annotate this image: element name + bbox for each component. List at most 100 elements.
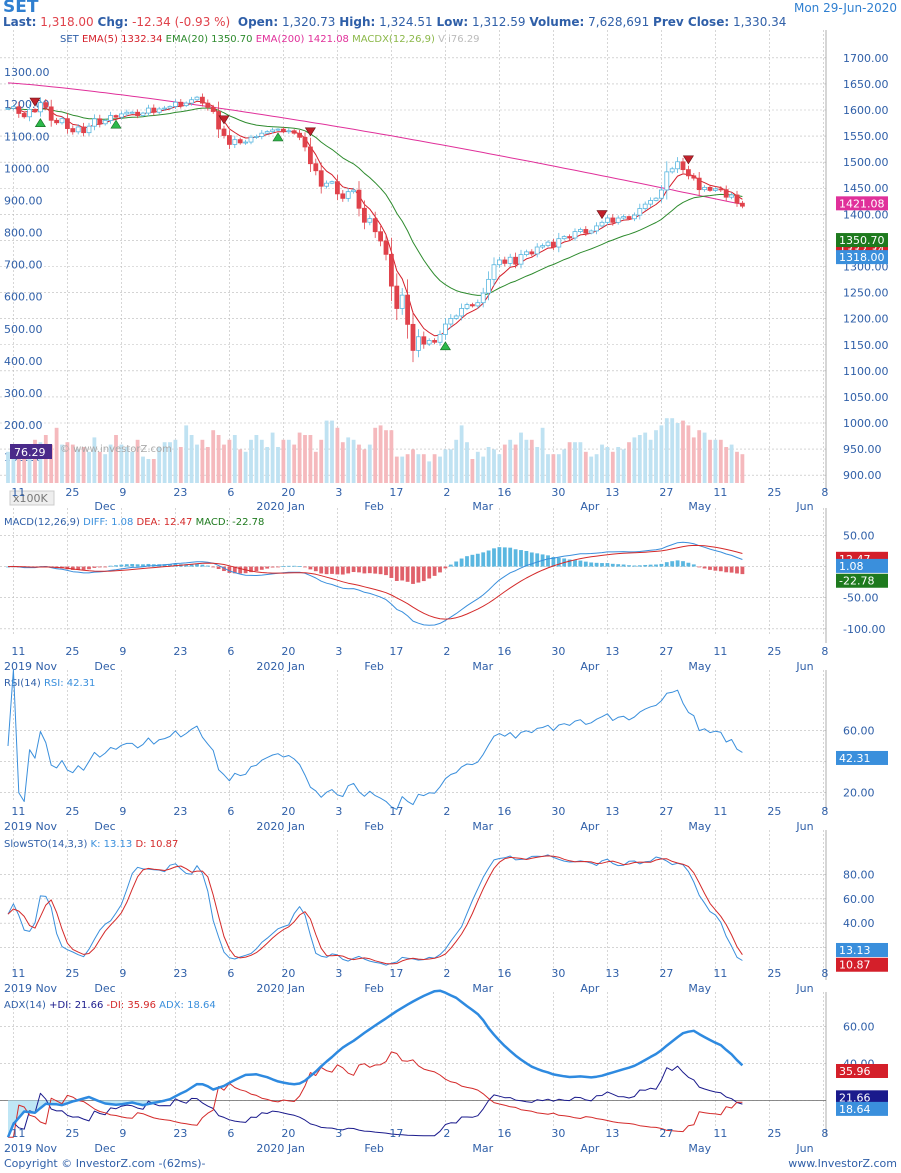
price-badge-0-text: 1421.08 [839, 197, 885, 210]
stoch-month-label: Dec [94, 982, 115, 995]
macd-histogram-bar [405, 566, 410, 582]
adx-legend-label-1: +DI: [49, 1000, 75, 1011]
candle-body [129, 111, 135, 114]
candle-body [621, 216, 626, 219]
macd-histogram-bar [276, 566, 280, 568]
candle-body [97, 118, 103, 125]
ema20-line [7, 107, 743, 296]
volume-bar [654, 430, 658, 483]
macd-histogram-bar [281, 566, 286, 568]
volume-bar [38, 442, 43, 483]
volume-bar [643, 432, 648, 483]
candle-body [518, 254, 524, 265]
low-label: Low: [436, 15, 469, 29]
candle-body [729, 194, 734, 198]
candle-body [464, 304, 470, 309]
candle-body [81, 126, 86, 134]
stoch-badge-1-bg [836, 957, 888, 972]
price-grid [0, 30, 827, 491]
price-legend-value-1: 1332.34 [121, 34, 162, 45]
volume-bar [265, 447, 270, 483]
macd-histogram-bar [567, 559, 572, 567]
volume-bar [335, 427, 340, 483]
macd-histogram-bar [200, 564, 205, 567]
stoch-legend-label-1: K: [91, 839, 104, 850]
volume-bar [551, 454, 556, 483]
price-day-label: 2 [443, 486, 450, 499]
macd-day-label: 8 [821, 645, 828, 658]
macd-histogram-bar [459, 558, 464, 567]
adx-day-label: 11 [11, 1127, 25, 1140]
candle-body [507, 256, 513, 264]
stoch-day-label: 30 [551, 967, 565, 980]
macd-histogram-bar [108, 565, 113, 567]
price-ytick-label: 1700.00 [843, 52, 889, 65]
stoch-legend-value-2: 10.87 [150, 839, 179, 850]
adx-day-label: 13 [605, 1127, 619, 1140]
candle-body [432, 340, 438, 343]
price-ytick-label: 1000.00 [843, 417, 889, 430]
volume-bar [16, 444, 21, 483]
candle-body [54, 119, 59, 124]
adx-line [6, 989, 744, 1138]
price-day-label: 8 [821, 486, 828, 499]
adx-badge-2-bg [836, 1101, 888, 1116]
candle-body [675, 161, 680, 170]
volume-bar [708, 439, 712, 483]
volume-bar [367, 444, 372, 483]
macd-histogram-bar [691, 564, 696, 567]
stoch-day-label: 11 [11, 967, 25, 980]
candle-body [583, 229, 589, 234]
volume-bar [270, 432, 275, 483]
candle-body [534, 246, 540, 255]
candle-body [199, 96, 205, 104]
macd-histogram-bar [146, 563, 151, 567]
candle-body [415, 336, 421, 351]
candle-body [151, 107, 157, 113]
price-day-label: 27 [659, 486, 673, 499]
macd-histogram-bar [616, 564, 621, 567]
macd-histogram-bar [216, 566, 221, 570]
price-day-label: 13 [605, 486, 619, 499]
adx-day-label: 9 [119, 1127, 126, 1140]
buy-signal-arrow [34, 118, 46, 127]
price-day-label: 20 [281, 486, 295, 499]
adx-month-label: Feb [364, 1142, 383, 1155]
volume-bar [211, 430, 216, 483]
volume-bar [351, 439, 356, 483]
macd-badge-2-text: -22.78 [839, 575, 874, 588]
adx-month-label: Mar [472, 1142, 493, 1155]
macd-histogram-bar [400, 566, 405, 581]
macd-histogram-bar [427, 566, 432, 579]
macd-day-label: 6 [227, 645, 234, 658]
macd-badge-1: 1.08 [836, 558, 888, 573]
adx-legend-value-2: 35.96 [127, 1000, 156, 1011]
macd-legend-text: MACD(12,26,9) DIFF: 1.08 DEA: 12.47 MACD… [4, 517, 264, 528]
adx-day-label: 25 [65, 1127, 79, 1140]
candle-body [291, 130, 297, 134]
volume-bar [27, 451, 32, 483]
macd-histogram-bar [270, 566, 275, 568]
candle-body [65, 118, 70, 129]
adx-legend-text: ADX(14) +DI: 21.66 -DI: 35.96 ADX: 18.64 [4, 1000, 216, 1011]
candle-body [221, 128, 227, 136]
macd-histogram-bar [740, 566, 745, 575]
volume-bar [11, 454, 16, 483]
volume-bar [81, 447, 86, 483]
volume-bar [281, 439, 286, 483]
volume-bar [702, 432, 707, 483]
candle-body [491, 264, 497, 280]
candle-body [410, 323, 416, 351]
macd-histogram-bar [76, 566, 81, 570]
macd-histogram-bar [168, 564, 172, 567]
macd-legend-label-2: DEA: [137, 517, 164, 528]
candle-body [696, 177, 702, 191]
candle-body [669, 168, 675, 173]
price-ytick-label: 1150.00 [843, 339, 889, 352]
adx-month-label: May [688, 1142, 711, 1155]
volume-bar [394, 456, 399, 483]
rsi-day-label: 30 [551, 805, 565, 818]
candle-body [124, 111, 130, 115]
rsi-legend-label-1: RSI: [44, 678, 67, 689]
